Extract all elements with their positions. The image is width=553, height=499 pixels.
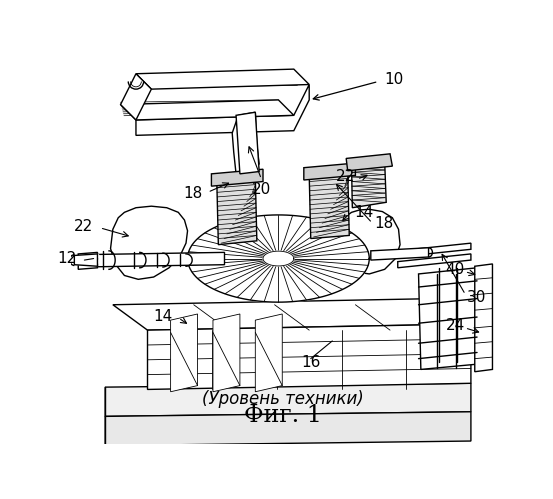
Polygon shape [136,69,309,89]
Text: 18: 18 [375,217,394,232]
Text: 20: 20 [252,182,271,197]
Polygon shape [211,169,263,186]
Text: 14: 14 [154,309,173,324]
Polygon shape [148,324,471,389]
Polygon shape [255,314,282,392]
Text: 22: 22 [74,219,93,234]
Polygon shape [121,74,152,120]
Text: Фиг. 1: Фиг. 1 [244,404,322,427]
Polygon shape [232,112,259,174]
Polygon shape [82,252,225,267]
Polygon shape [113,298,471,330]
Polygon shape [332,209,400,274]
Polygon shape [398,254,471,268]
Polygon shape [74,254,97,266]
Polygon shape [304,163,356,180]
Polygon shape [475,264,493,372]
Polygon shape [105,383,471,416]
Polygon shape [187,215,369,302]
Text: 40: 40 [446,262,465,277]
Text: 12: 12 [58,251,77,266]
Polygon shape [213,314,240,392]
Polygon shape [346,154,393,171]
Polygon shape [121,100,294,120]
Polygon shape [136,84,309,135]
Text: (Уровень техники): (Уровень техники) [202,390,364,408]
Text: 16: 16 [301,355,320,370]
Text: 18: 18 [184,186,203,202]
Polygon shape [236,112,259,174]
Text: 14: 14 [354,205,373,220]
Text: 10: 10 [385,72,404,87]
Polygon shape [111,206,187,279]
Polygon shape [105,412,471,446]
Polygon shape [263,251,294,266]
Text: 30: 30 [467,289,487,304]
Polygon shape [171,314,197,392]
Text: 22: 22 [336,170,356,185]
Polygon shape [309,172,349,239]
Text: 24: 24 [446,318,465,333]
Polygon shape [398,243,471,257]
Polygon shape [419,268,478,369]
Polygon shape [352,162,386,208]
Polygon shape [371,248,429,260]
Polygon shape [217,177,257,245]
Polygon shape [78,252,97,269]
